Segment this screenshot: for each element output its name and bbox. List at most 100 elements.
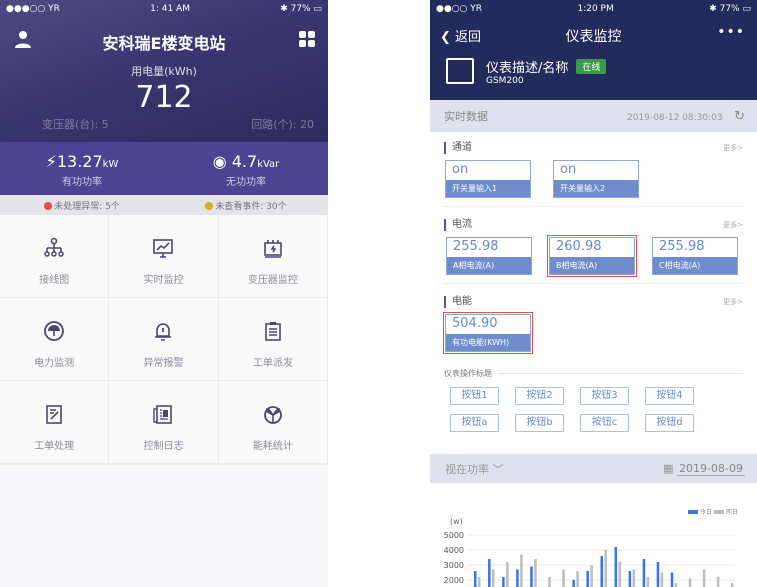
bar-yesterday (534, 559, 537, 587)
more-link[interactable]: 更多> (723, 144, 743, 152)
status-bar: ●●○○ YR 1:20 PM ✱ 77% ▭ (436, 4, 751, 14)
data-card[interactable]: 260.98 B相电流(A) (547, 235, 637, 277)
reactive-power: ◉ 4.7kVar 无功功率 (212, 152, 280, 188)
meter-header: ●●○○ YR 1:20 PM ✱ 77% ▭ ❮ 返回 仪表监控 ••• 仪表描述… (430, 0, 757, 100)
y-axis-label: (w) (450, 517, 463, 526)
legend-label: 昨日 (726, 508, 738, 516)
section-0: 通道 更多> on 开关量输入1 on 开关量输入2 (444, 132, 743, 207)
menu-item[interactable]: 异常报警 (109, 298, 219, 381)
y-tick-label: 2000 (444, 576, 464, 585)
bar-today (488, 559, 491, 587)
data-card[interactable]: 504.90 有功电能(KWH) (443, 312, 533, 354)
monitor-chart-icon (153, 239, 174, 258)
bar-today (474, 571, 477, 587)
y-tick-label: 4000 (444, 546, 464, 555)
alarm-bell-icon (155, 323, 172, 341)
bar-today (530, 566, 533, 587)
menu-item-label: 接线图 (39, 275, 70, 286)
operation-button[interactable]: 按钮a (450, 414, 499, 432)
more-link[interactable]: 更多> (723, 298, 743, 306)
date-picker[interactable]: 2019-08-09 (677, 462, 745, 476)
bar-yesterday (702, 569, 706, 587)
device-name: 仪表描述/名称 在线 (486, 57, 607, 76)
menu-item-label: 控制日志 (143, 441, 184, 452)
refresh-icon[interactable]: ↻ (734, 108, 745, 124)
bar-today (642, 559, 646, 587)
bar-yesterday (646, 577, 650, 587)
section-title: 电能 (452, 296, 472, 307)
bar-today (656, 562, 660, 587)
bar-yesterday (562, 569, 565, 587)
ops-title: 仪表操作标题 (444, 368, 743, 379)
warning-icon (205, 201, 214, 210)
menu-item[interactable]: 工单处理 (0, 381, 110, 464)
operation-button[interactable]: 按钮4 (645, 387, 694, 405)
operation-button[interactable]: 按钮c (580, 414, 629, 432)
data-card[interactable]: 255.98 C相电流(A) (652, 237, 738, 275)
alerts-strip: 未处理异常: 5个 未查看事件: 30个 (0, 195, 328, 215)
bar-today (572, 580, 575, 587)
unhandled-alerts[interactable]: 未处理异常: 5个 (0, 199, 164, 212)
bar-yesterday (520, 554, 523, 587)
home-screen: ●●●○○ YR 1: 41 AM ✱ 77% ▭ 安科瑞E楼变电站 用电量(k… (0, 0, 328, 587)
data-card[interactable]: on 开关量输入2 (553, 160, 639, 198)
operations: 仪表操作标题 按钮1 按钮2 按钮3 按钮4 按钮a 按钮b 按钮c 按钮d (444, 368, 743, 432)
bar-yesterday (506, 562, 509, 587)
user-icon[interactable] (14, 30, 32, 48)
menu-item-label: 工单处理 (34, 441, 75, 452)
more-link[interactable]: 更多> (723, 221, 743, 229)
menu-item[interactable]: 实时监控 (109, 215, 219, 298)
transformer-icon (264, 240, 282, 258)
timestamp: 2019-08-12 08:30:03 (627, 112, 723, 123)
menu-item[interactable]: 电力监测 (0, 298, 110, 381)
data-card[interactable]: 255.98 A相电流(A) (446, 237, 532, 275)
bar-yesterday (618, 562, 622, 587)
bar-yesterday (632, 569, 636, 587)
bar-today (502, 577, 505, 587)
operation-button[interactable]: 按钮1 (450, 387, 499, 405)
y-tick-label: 5000 (444, 531, 464, 540)
bar-yesterday (716, 577, 720, 587)
back-button[interactable]: ❮ 返回 (440, 30, 482, 45)
home-header: ●●●○○ YR 1: 41 AM ✱ 77% ▭ 安科瑞E楼变电站 用电量(k… (0, 0, 328, 142)
legend-label: 今日 (700, 508, 712, 516)
chart-toolbar: 视在功率 ﹀ ▦ 2019-08-09 (430, 454, 757, 483)
menu-item-label: 电力监测 (34, 358, 75, 369)
meter-monitor-screen: ●●○○ YR 1:20 PM ✱ 77% ▭ ❮ 返回 仪表监控 ••• 仪表描述… (430, 0, 757, 587)
section-1: 电流 更多> 255.98 A相电流(A) 260.98 B相电流(A) 255.98 C相电… (444, 207, 743, 284)
operation-button[interactable]: 按钮3 (580, 387, 629, 405)
legend-swatch (688, 510, 698, 514)
apps-grid-icon[interactable] (299, 31, 315, 47)
power-type-select[interactable]: 视在功率 ﹀ (445, 462, 504, 476)
operation-button[interactable]: 按钮b (515, 414, 564, 432)
bar-yesterday (590, 565, 593, 587)
more-menu-button[interactable]: ••• (717, 24, 745, 40)
menu-item-label: 工单派发 (252, 358, 293, 369)
menu-item[interactable]: 变压器监控 (218, 215, 328, 298)
power-band: ⚡13.27kW 有功功率 ◉ 4.7kVar 无功功率 (0, 142, 328, 195)
menu-item[interactable]: 工单派发 (218, 298, 328, 381)
circuit-count: 回路(个): 20 (251, 118, 314, 131)
menu-item[interactable]: 控制日志 (109, 381, 219, 464)
menu-item[interactable]: 能耗统计 (218, 381, 328, 464)
section-title: 电流 (452, 219, 472, 230)
meter-icon (446, 58, 474, 84)
operation-button[interactable]: 按钮2 (515, 387, 564, 405)
calendar-icon[interactable]: ▦ (663, 462, 674, 475)
data-card[interactable]: on 开关量输入1 (445, 160, 531, 198)
menu-item[interactable]: 接线图 (0, 215, 110, 298)
wiring-diagram-icon (44, 237, 64, 257)
page-title: 仪表监控 (565, 29, 622, 45)
gauge-icon (44, 321, 65, 341)
menu-item-label: 变压器监控 (247, 275, 298, 286)
operation-button[interactable]: 按钮d (645, 414, 694, 432)
bar-yesterday (688, 578, 692, 587)
bar-yesterday (730, 583, 734, 587)
menu-grid: 接线图 实时监控 变压器监控电力监测 异常报警 工单派发工单处理 控制日志 能耗统计 (0, 215, 328, 465)
status-badge: 在线 (576, 59, 607, 74)
bar-yesterday (674, 583, 678, 587)
energy-stats-icon (263, 406, 282, 424)
legend-swatch (714, 510, 724, 514)
unviewed-events[interactable]: 未查看事件: 30个 (164, 199, 328, 212)
bar-today (600, 556, 603, 587)
